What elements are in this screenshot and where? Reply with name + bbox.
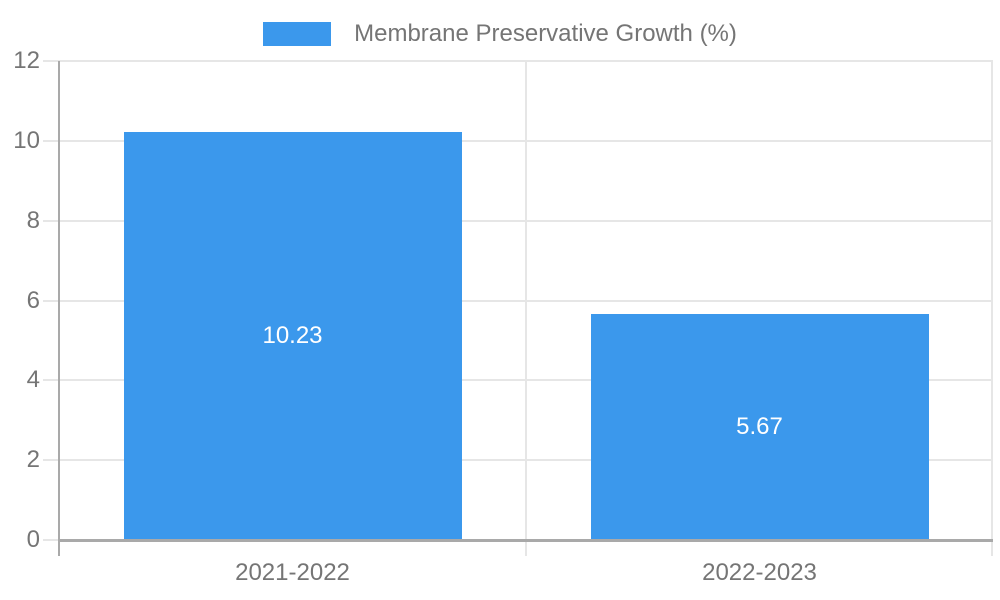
x-axis-line (59, 539, 993, 542)
legend-swatch-icon (263, 22, 332, 46)
y-axis-tick-label: 8 (26, 206, 40, 234)
y-axis-line (58, 61, 60, 556)
bar-value-label: 5.67 (736, 412, 783, 440)
y-axis-tick (43, 219, 59, 222)
gridline-vertical (991, 61, 993, 556)
y-axis-tick-label: 12 (13, 47, 40, 74)
bar-2021-2022[interactable] (123, 131, 462, 540)
y-axis-tick (43, 379, 59, 382)
bar-2022-2023[interactable] (590, 313, 929, 540)
y-axis-tick-label: 0 (26, 526, 40, 553)
gridline-vertical (525, 61, 527, 556)
y-axis-tick (43, 139, 59, 142)
x-axis-tick-label: 2021-2022 (235, 559, 350, 586)
y-axis-tick-label: 10 (13, 126, 40, 154)
x-axis-tick-label: 2022-2023 (702, 559, 817, 586)
y-axis-tick (43, 60, 59, 62)
legend: Membrane Preservative Growth (%) (0, 16, 1000, 52)
y-axis-tick-label: 2 (26, 446, 40, 474)
plot-area: 0 2 4 6 8 10 12 10.23 5.67 2021-2022 2022-2023 (13, 47, 993, 586)
bar-value-label: 10.23 (262, 321, 323, 349)
y-axis-tick (43, 459, 59, 462)
y-axis-tick (43, 299, 59, 302)
y-axis-tick-label: 6 (26, 286, 40, 314)
legend-label: Membrane Preservative Growth (%) (354, 20, 737, 47)
y-axis-tick (43, 539, 59, 541)
y-axis-tick-label: 4 (26, 366, 40, 394)
